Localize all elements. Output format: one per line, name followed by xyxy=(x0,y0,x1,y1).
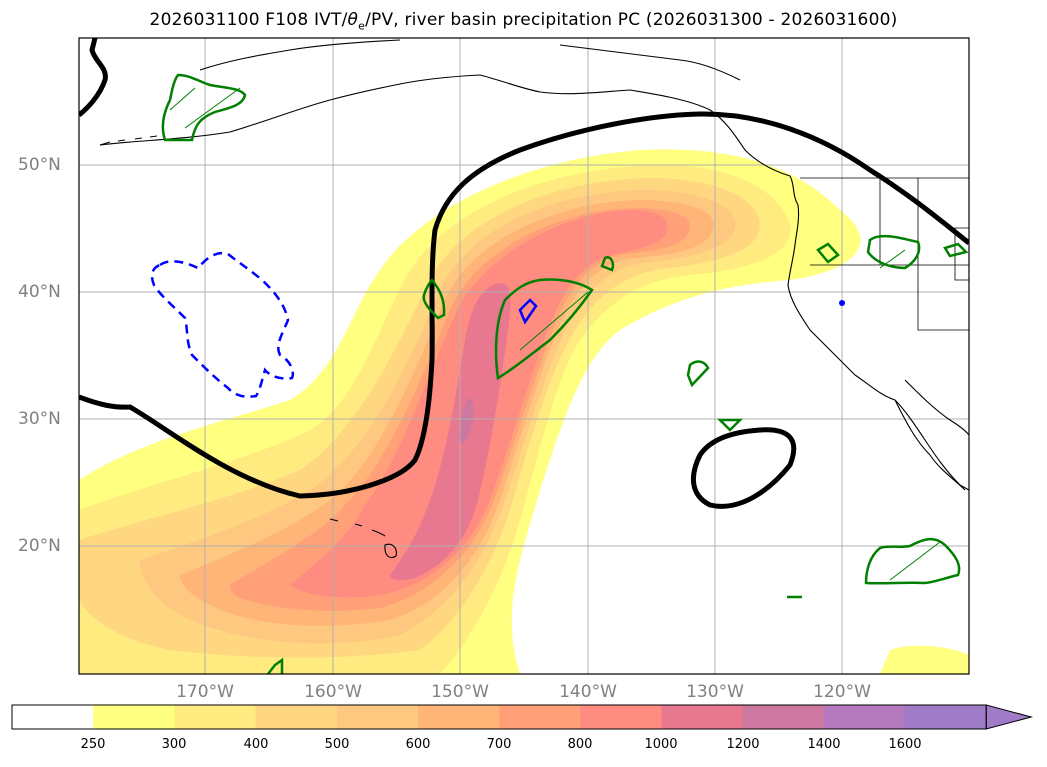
precip-contour-alaska xyxy=(161,73,247,142)
precip-negative-dot xyxy=(839,300,845,306)
colorbar-swatch xyxy=(255,705,338,729)
precip-contour-negative-dashed xyxy=(150,251,295,398)
precip-contour-small-2 xyxy=(686,360,710,388)
gridlines xyxy=(79,38,969,674)
colorbar-swatch xyxy=(174,705,257,729)
colorbar-swatch xyxy=(499,705,581,729)
title-theta: θ xyxy=(347,10,359,30)
lon-label-160w: 160°W xyxy=(304,682,362,702)
hatch-line xyxy=(889,541,941,581)
map-title: 2026031100 F108 IVT/θe/PV, river basin p… xyxy=(0,10,1047,32)
colorbar-tick-label: 700 xyxy=(486,737,512,752)
precip-contour-small-1 xyxy=(600,256,615,272)
precip-contour-west-us xyxy=(816,234,969,270)
precip-hatching xyxy=(169,87,941,581)
lon-label-170w: 170°W xyxy=(176,682,234,702)
theta-contour-closed xyxy=(690,427,797,509)
colorbar-outline xyxy=(11,704,987,730)
colorbar-swatch xyxy=(661,705,744,729)
colorbar-tick-label: 1200 xyxy=(726,737,760,752)
precip-contour-negative-small xyxy=(518,298,538,325)
precip-contour-small-3 xyxy=(716,418,744,432)
precip-contour-bottom xyxy=(267,657,284,674)
theta-contours xyxy=(79,38,969,509)
lon-label-130w: 130°W xyxy=(686,682,744,702)
aleutian-islands xyxy=(99,135,158,146)
colorbar-tick-label: 1600 xyxy=(888,737,922,752)
colorbar-tick-label: 500 xyxy=(324,737,350,752)
lon-label-140w: 140°W xyxy=(559,682,617,702)
lat-label-30n: 30°N xyxy=(18,409,61,429)
colorbar-tick-label: 250 xyxy=(80,737,106,752)
coastlines xyxy=(99,39,969,559)
lon-label-150w: 150°W xyxy=(431,682,489,702)
lon-label-120w: 120°W xyxy=(813,682,871,702)
colorbar-swatch xyxy=(418,705,500,729)
colorbar xyxy=(11,704,1034,730)
lat-label-40n: 40°N xyxy=(18,282,61,302)
hatch-line xyxy=(169,87,196,111)
precip-contour-pacific-2 xyxy=(494,278,594,381)
colorbar-tick-label: 1000 xyxy=(644,737,678,752)
title-subscript: e xyxy=(358,19,366,33)
colorbar-tick-label: 1400 xyxy=(807,737,841,752)
precip-negative-contours xyxy=(150,251,538,398)
colorbar-extend-arrow xyxy=(985,704,1034,730)
theta-contour-north xyxy=(79,38,108,117)
colorbar-swatch xyxy=(905,705,987,729)
colorbar-swatch xyxy=(93,705,175,729)
title-part-after: /PV, river basin precipitation PC (20260… xyxy=(365,10,898,30)
alaska-coastline xyxy=(99,74,791,177)
colorbar-swatch xyxy=(742,705,825,729)
colorbar-tick-label: 300 xyxy=(161,737,187,752)
colorbar-swatch xyxy=(580,705,663,729)
hatch-line xyxy=(184,87,241,129)
ivt-band-1200 xyxy=(458,397,474,444)
title-part-before: 2026031100 F108 IVT/ xyxy=(149,10,348,30)
alaska-north-coast xyxy=(199,39,741,81)
colorbar-tick-label: 600 xyxy=(405,737,431,752)
hatch-line xyxy=(519,291,589,351)
ivt-band-250-east xyxy=(880,645,969,674)
precip-contour-pacific-1 xyxy=(422,278,446,320)
colorbar-swatch xyxy=(824,705,906,729)
colorbar-swatch xyxy=(12,705,94,729)
baja-coastline xyxy=(894,399,966,491)
colorbar-tick-label: 800 xyxy=(567,737,593,752)
map-frame xyxy=(78,37,970,675)
hatch-line xyxy=(879,249,906,269)
gulf-california-coast xyxy=(904,379,969,436)
colorbar-tick-label: 400 xyxy=(243,737,269,752)
lat-label-50n: 50°N xyxy=(18,155,61,175)
bc-coastline xyxy=(787,175,969,491)
hawaiian-islands xyxy=(329,518,397,559)
precip-contour-mexico xyxy=(864,537,961,585)
lat-label-20n: 20°N xyxy=(18,536,61,556)
theta-contour-main xyxy=(79,111,969,499)
ivt-band-1000 xyxy=(390,282,511,581)
colorbar-swatch xyxy=(336,705,419,729)
precip-positive-contours xyxy=(161,73,969,674)
